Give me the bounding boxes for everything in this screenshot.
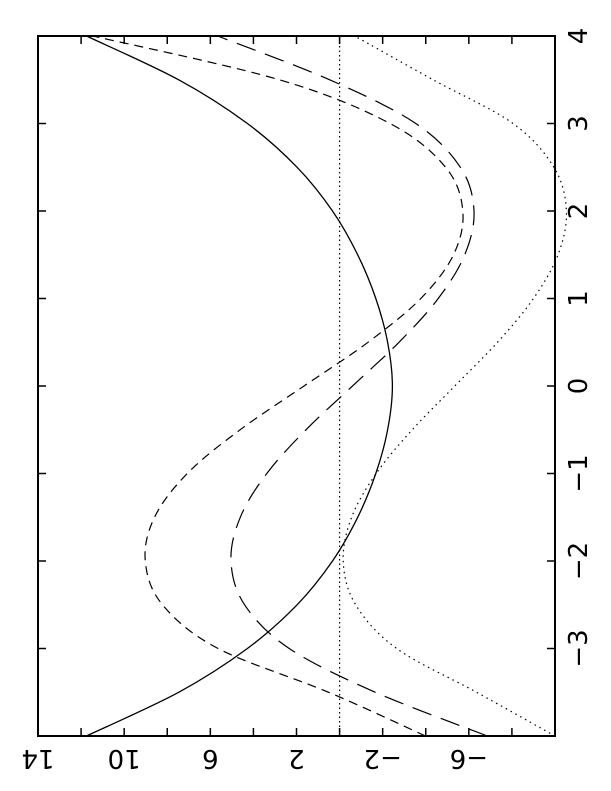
x-tick-label: −3 [564, 629, 594, 667]
y-tick-label: 2 [288, 743, 305, 773]
x-tick-label: 0 [564, 378, 594, 395]
x-axis-ticks: −3 −2 −1 0 1 2 3 4 [38, 28, 594, 668]
y-tick-label: −6 [450, 743, 488, 773]
y-tick-label: 10 [108, 743, 141, 773]
chart-curves [86, 35, 568, 737]
y-axis-ticks: −6 −2 2 6 10 14 [21, 36, 513, 773]
x-tick-label: 1 [564, 290, 594, 307]
y-tick-label: 6 [202, 743, 219, 773]
series-line-short-dash [92, 35, 464, 737]
x-tick-label: 3 [564, 115, 594, 132]
series-line-long-dash [217, 35, 488, 737]
x-tick-label: 2 [564, 203, 594, 220]
y-tick-label: −2 [364, 743, 402, 773]
plot-frame [37, 35, 556, 737]
y-tick-label: 14 [21, 743, 54, 773]
series-line-dotted [342, 35, 568, 737]
series-line-solid [86, 35, 394, 737]
x-tick-label: −1 [564, 454, 594, 492]
x-tick-label: −2 [564, 542, 594, 580]
x-tick-label: 4 [564, 28, 594, 45]
